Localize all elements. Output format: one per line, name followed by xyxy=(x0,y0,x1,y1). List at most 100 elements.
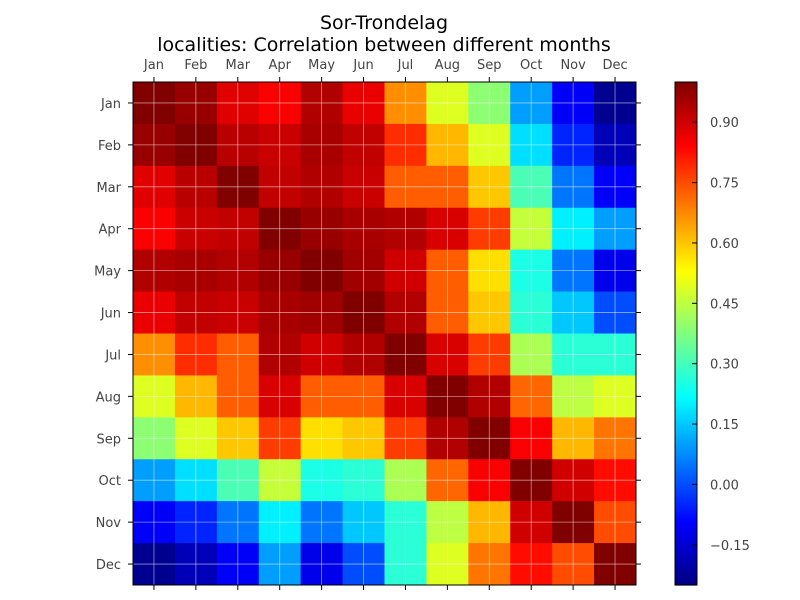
colorbar-segment xyxy=(675,333,697,337)
colorbar-segment xyxy=(675,498,697,502)
colorbar-segment xyxy=(675,544,697,548)
colorbar-segment xyxy=(675,538,697,542)
x-tick-label: Oct xyxy=(520,58,542,73)
colorbar-segment xyxy=(675,228,697,232)
colorbar-tick-label: 0.00 xyxy=(710,478,739,493)
colorbar-segment xyxy=(675,275,697,278)
colorbar-segment xyxy=(675,265,697,268)
colorbar-segment xyxy=(675,518,697,522)
colorbar-segment xyxy=(675,134,697,137)
colorbar-segment xyxy=(675,460,697,463)
colorbar-segment xyxy=(675,289,697,292)
colorbar-segment xyxy=(675,168,697,172)
colorbar-segment xyxy=(675,273,697,276)
colorbar-segment xyxy=(675,251,697,254)
colorbar-segment xyxy=(675,474,697,477)
colorbar-segment xyxy=(675,428,697,431)
colorbar-segment xyxy=(675,381,697,385)
colorbar-segment xyxy=(675,94,697,97)
colorbar-segment xyxy=(675,156,697,160)
colorbar-segment xyxy=(675,351,697,355)
colorbar-segment xyxy=(675,401,697,405)
colorbar-segment xyxy=(675,172,697,176)
colorbar-segment xyxy=(675,462,697,465)
colorbar-segment xyxy=(675,283,697,286)
y-tick-label: Jan xyxy=(100,97,121,112)
colorbar-segment xyxy=(675,379,697,383)
x-tick-label: May xyxy=(308,58,335,73)
colorbar-segment xyxy=(675,369,697,373)
colorbar-segment xyxy=(675,234,697,238)
colorbar-segment xyxy=(675,576,697,580)
colorbar xyxy=(674,81,698,586)
colorbar-segment xyxy=(675,114,697,117)
colorbar-segment xyxy=(675,391,697,395)
colorbar-segment xyxy=(675,325,697,329)
colorbar-segment xyxy=(675,309,697,312)
colorbar-segment xyxy=(675,345,697,349)
colorbar-segment xyxy=(675,430,697,433)
colorbar-segment xyxy=(675,311,697,314)
colorbar-segment xyxy=(675,244,697,248)
colorbar-segment xyxy=(675,512,697,516)
colorbar-segment xyxy=(675,458,697,461)
colorbar-segment xyxy=(675,530,697,534)
colorbar-segment xyxy=(675,144,697,147)
colorbar-segment xyxy=(675,452,697,455)
colorbar-segment xyxy=(675,253,697,256)
colorbar-segment xyxy=(675,291,697,294)
colorbar-segment xyxy=(675,160,697,164)
colorbar-segment xyxy=(675,122,697,125)
y-tick-label: Apr xyxy=(99,223,122,238)
colorbar-segment xyxy=(675,442,697,445)
colorbar-segment xyxy=(675,542,697,546)
colorbar-segment xyxy=(675,397,697,401)
colorbar-segment xyxy=(675,574,697,578)
colorbar-tick-label: 0.60 xyxy=(710,237,739,252)
colorbar-segment xyxy=(675,130,697,133)
colorbar-segment xyxy=(675,98,697,101)
x-tick-label: Jun xyxy=(352,58,373,73)
colorbar-segment xyxy=(675,347,697,351)
colorbar-segment xyxy=(675,480,697,483)
colorbar-segment xyxy=(675,363,697,367)
colorbar-segment xyxy=(675,100,697,103)
colorbar-segment xyxy=(675,136,697,139)
colorbar-segment xyxy=(675,86,697,89)
colorbar-segment xyxy=(675,482,697,485)
colorbar-segment xyxy=(675,84,697,87)
colorbar-segment xyxy=(675,240,697,244)
colorbar-segment xyxy=(675,426,697,429)
colorbar-segment xyxy=(675,303,697,306)
colorbar-segment xyxy=(675,238,697,242)
colorbar-segment xyxy=(675,96,697,99)
colorbar-segment xyxy=(675,413,697,417)
colorbar-segment xyxy=(675,365,697,369)
colorbar-segment xyxy=(675,357,697,361)
y-tick-label: Dec xyxy=(96,558,121,573)
colorbar-segment xyxy=(675,82,697,85)
colorbar-segment xyxy=(675,321,697,325)
y-tick-label: Nov xyxy=(96,516,122,531)
colorbar-segment xyxy=(675,339,697,343)
colorbar-segment xyxy=(675,468,697,471)
x-tick-label: Apr xyxy=(268,58,291,73)
colorbar-segment xyxy=(675,126,697,129)
colorbar-segment xyxy=(675,132,697,135)
colorbar-segment xyxy=(675,110,697,113)
heatmap-cells xyxy=(133,82,637,586)
colorbar-segment xyxy=(675,502,697,506)
colorbar-segment xyxy=(675,578,697,582)
colorbar-segment xyxy=(675,222,697,226)
colorbar-segment xyxy=(675,323,697,327)
y-tick-label: Oct xyxy=(99,474,121,489)
colorbar-segment xyxy=(675,208,697,212)
colorbar-segment xyxy=(675,355,697,359)
colorbar-segment xyxy=(675,572,697,576)
colorbar-segment xyxy=(675,277,697,280)
colorbar-segment xyxy=(675,456,697,459)
colorbar-segment xyxy=(675,90,697,93)
colorbar-segment xyxy=(675,500,697,504)
colorbar-tick-label: 0.15 xyxy=(710,418,739,433)
colorbar-segment xyxy=(675,470,697,473)
